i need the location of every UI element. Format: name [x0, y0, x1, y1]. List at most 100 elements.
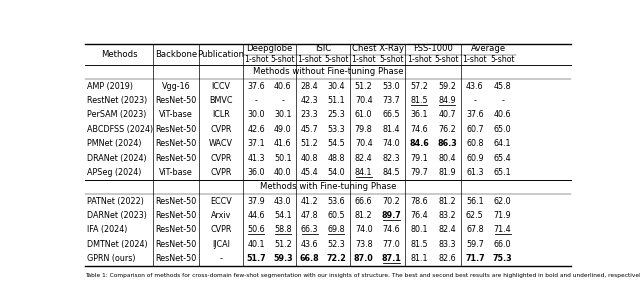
Text: 66.0: 66.0 — [494, 240, 511, 249]
Text: ICCV: ICCV — [211, 82, 230, 91]
Text: 84.5: 84.5 — [383, 168, 400, 177]
Text: 1-shot: 1-shot — [298, 55, 322, 64]
Text: 54.5: 54.5 — [328, 139, 346, 148]
Text: Chest X-Ray: Chest X-Ray — [351, 43, 404, 53]
Text: Average: Average — [471, 43, 506, 53]
Text: 53.6: 53.6 — [328, 197, 345, 206]
Text: 49.0: 49.0 — [274, 125, 292, 134]
Text: 74.6: 74.6 — [383, 226, 400, 234]
Text: 51.2: 51.2 — [355, 82, 372, 91]
Text: 1-shot: 1-shot — [351, 55, 376, 64]
Text: GPRN (ours): GPRN (ours) — [87, 254, 136, 263]
Text: 65.1: 65.1 — [494, 168, 511, 177]
Text: 44.6: 44.6 — [247, 211, 265, 220]
Text: ABCDFSS (2024): ABCDFSS (2024) — [87, 125, 153, 134]
Text: 79.8: 79.8 — [355, 125, 372, 134]
Text: 86.3: 86.3 — [437, 139, 457, 148]
Text: 82.4: 82.4 — [438, 226, 456, 234]
Text: ResNet-50: ResNet-50 — [156, 211, 197, 220]
Text: CVPR: CVPR — [210, 168, 232, 177]
Text: 50.1: 50.1 — [274, 154, 292, 162]
Text: 77.0: 77.0 — [383, 240, 401, 249]
Text: 43.6: 43.6 — [301, 240, 318, 249]
Text: 81.1: 81.1 — [410, 254, 428, 263]
Text: BMVC: BMVC — [209, 96, 232, 105]
Text: 71.7: 71.7 — [465, 254, 484, 263]
Text: 66.5: 66.5 — [383, 110, 400, 119]
Text: 59.2: 59.2 — [438, 82, 456, 91]
Text: Methods: Methods — [101, 50, 138, 59]
Text: 59.7: 59.7 — [466, 240, 484, 249]
Text: 67.8: 67.8 — [466, 226, 484, 234]
Text: -: - — [220, 254, 222, 263]
Text: 81.5: 81.5 — [410, 240, 428, 249]
Text: 51.1: 51.1 — [328, 96, 345, 105]
Text: IFA (2024): IFA (2024) — [87, 226, 127, 234]
Text: 5-shot: 5-shot — [324, 55, 349, 64]
Text: 40.8: 40.8 — [301, 154, 318, 162]
Text: 45.8: 45.8 — [494, 82, 511, 91]
Text: 81.2: 81.2 — [355, 211, 372, 220]
Text: 83.3: 83.3 — [438, 240, 456, 249]
Text: 40.7: 40.7 — [438, 110, 456, 119]
Text: 60.8: 60.8 — [466, 139, 484, 148]
Text: 37.6: 37.6 — [247, 82, 265, 91]
Text: 70.4: 70.4 — [355, 96, 372, 105]
Text: 37.6: 37.6 — [466, 110, 484, 119]
Text: 41.6: 41.6 — [274, 139, 292, 148]
Text: CVPR: CVPR — [210, 154, 232, 162]
Text: 87.0: 87.0 — [354, 254, 374, 263]
Text: 62.5: 62.5 — [466, 211, 484, 220]
Text: 79.7: 79.7 — [410, 168, 428, 177]
Text: 47.8: 47.8 — [301, 211, 319, 220]
Text: AMP (2019): AMP (2019) — [87, 82, 133, 91]
Text: DARNet (2023): DARNet (2023) — [87, 211, 147, 220]
Text: 82.4: 82.4 — [355, 154, 372, 162]
Text: APSeg (2024): APSeg (2024) — [87, 168, 141, 177]
Text: 71.4: 71.4 — [494, 226, 511, 234]
Text: ResNet-50: ResNet-50 — [156, 154, 197, 162]
Text: Publication: Publication — [197, 50, 244, 59]
Text: 42.6: 42.6 — [247, 125, 265, 134]
Text: 84.6: 84.6 — [410, 139, 429, 148]
Text: 51.2: 51.2 — [301, 139, 319, 148]
Text: 74.6: 74.6 — [410, 125, 428, 134]
Text: ViT-base: ViT-base — [159, 110, 193, 119]
Text: Table 1: Comparison of methods for cross-domain few-shot segmentation with our i: Table 1: Comparison of methods for cross… — [85, 273, 640, 278]
Text: 51.2: 51.2 — [274, 240, 292, 249]
Text: 60.7: 60.7 — [466, 125, 484, 134]
Text: ECCV: ECCV — [210, 197, 232, 206]
Text: ISIC: ISIC — [315, 43, 331, 53]
Text: 84.9: 84.9 — [438, 96, 456, 105]
Text: -: - — [474, 96, 476, 105]
Text: 66.3: 66.3 — [301, 226, 318, 234]
Text: 41.2: 41.2 — [301, 197, 319, 206]
Text: 79.1: 79.1 — [410, 154, 428, 162]
Text: 60.5: 60.5 — [328, 211, 345, 220]
Text: 64.1: 64.1 — [494, 139, 511, 148]
Text: ResNet-50: ResNet-50 — [156, 226, 197, 234]
Text: 66.6: 66.6 — [355, 197, 372, 206]
Text: 53.0: 53.0 — [383, 82, 400, 91]
Text: ResNet-50: ResNet-50 — [156, 96, 197, 105]
Text: Backbone: Backbone — [155, 50, 197, 59]
Text: 37.1: 37.1 — [247, 139, 265, 148]
Text: FSS-1000: FSS-1000 — [413, 43, 453, 53]
Text: CVPR: CVPR — [210, 125, 232, 134]
Text: 53.3: 53.3 — [328, 125, 345, 134]
Text: 40.0: 40.0 — [274, 168, 292, 177]
Text: 23.3: 23.3 — [301, 110, 319, 119]
Text: 61.3: 61.3 — [466, 168, 484, 177]
Text: 62.0: 62.0 — [494, 197, 511, 206]
Text: 1-shot: 1-shot — [407, 55, 431, 64]
Text: 74.0: 74.0 — [355, 226, 372, 234]
Text: -: - — [255, 96, 257, 105]
Text: 80.1: 80.1 — [410, 226, 428, 234]
Text: Methods without Fine-tuning Phase: Methods without Fine-tuning Phase — [253, 67, 403, 76]
Text: 45.7: 45.7 — [301, 125, 319, 134]
Text: 74.0: 74.0 — [383, 139, 400, 148]
Text: 70.4: 70.4 — [355, 139, 372, 148]
Text: 84.1: 84.1 — [355, 168, 372, 177]
Text: 54.0: 54.0 — [328, 168, 345, 177]
Text: 75.3: 75.3 — [493, 254, 513, 263]
